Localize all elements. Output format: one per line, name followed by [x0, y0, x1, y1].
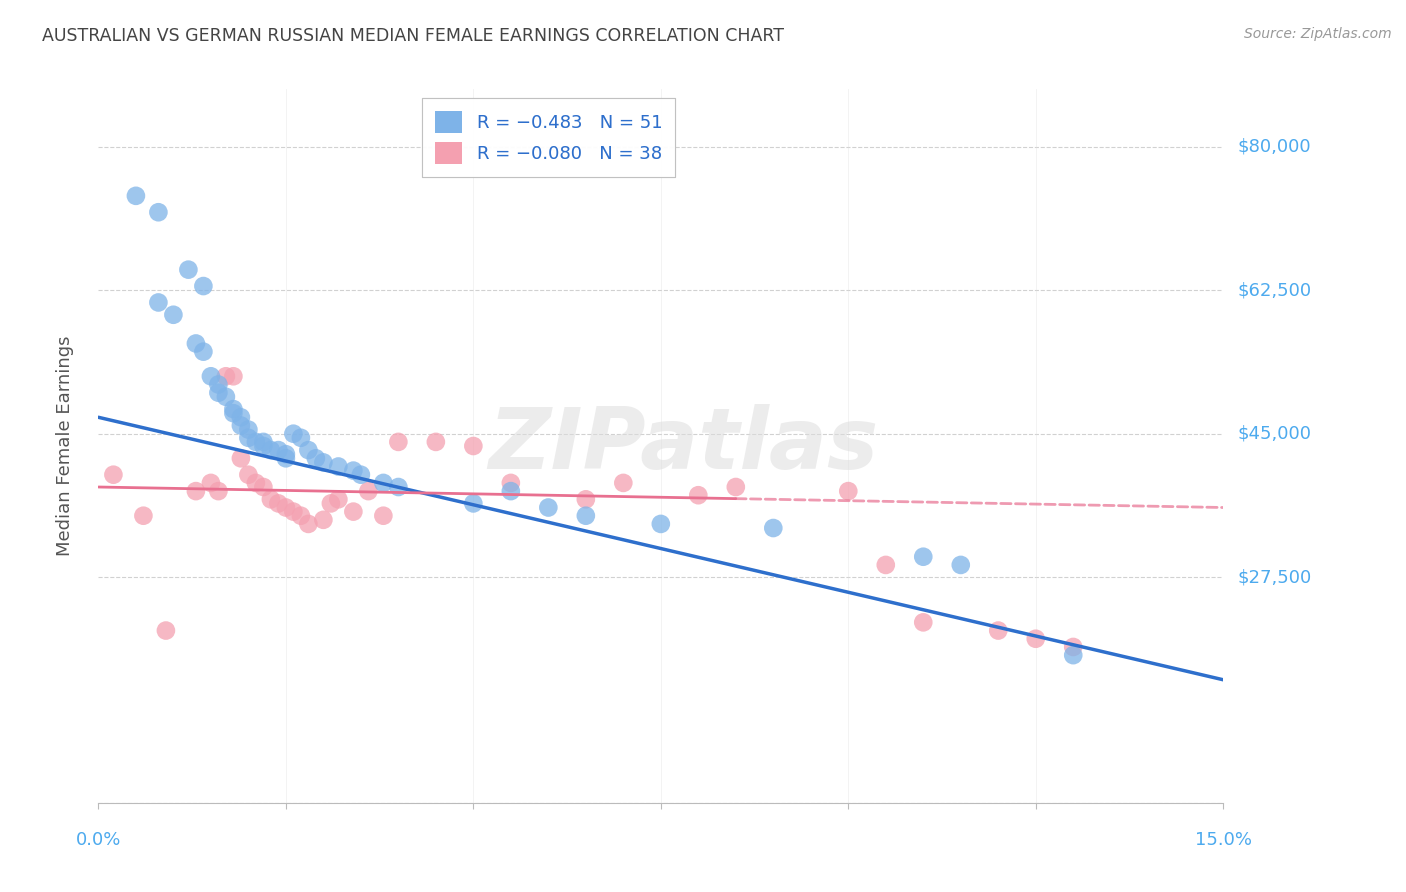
Text: $45,000: $45,000 [1237, 425, 1312, 442]
Point [274, 447, 297, 461]
Point [184, 484, 207, 499]
Point [312, 513, 335, 527]
Point [575, 492, 598, 507]
Point [350, 467, 373, 482]
Point [290, 431, 312, 445]
Point [207, 484, 229, 499]
Point [373, 508, 395, 523]
Point [342, 505, 364, 519]
Point [222, 402, 245, 417]
Point [103, 467, 125, 482]
Y-axis label: Median Female Earnings: Median Female Earnings [56, 335, 75, 557]
Point [267, 496, 290, 510]
Point [319, 496, 342, 510]
Point [252, 439, 274, 453]
Point [252, 434, 274, 449]
Point [463, 496, 485, 510]
Point [650, 516, 672, 531]
Point [912, 615, 935, 630]
Point [260, 443, 283, 458]
Text: $27,500: $27,500 [1237, 568, 1312, 586]
Point [267, 443, 290, 458]
Point [148, 205, 170, 219]
Point [1062, 640, 1084, 654]
Point [297, 516, 319, 531]
Point [229, 451, 252, 466]
Point [425, 434, 447, 449]
Point [245, 475, 267, 490]
Text: Source: ZipAtlas.com: Source: ZipAtlas.com [1244, 27, 1392, 41]
Point [499, 484, 522, 499]
Point [724, 480, 747, 494]
Point [222, 369, 245, 384]
Point [274, 451, 297, 466]
Point [193, 279, 215, 293]
Point [215, 369, 238, 384]
Point [274, 500, 297, 515]
Point [537, 500, 560, 515]
Text: 0.0%: 0.0% [76, 831, 121, 849]
Point [912, 549, 935, 564]
Text: $62,500: $62,500 [1237, 281, 1312, 299]
Text: ZIPatlas: ZIPatlas [488, 404, 879, 488]
Point [283, 505, 305, 519]
Point [612, 475, 634, 490]
Point [283, 426, 305, 441]
Point [238, 431, 260, 445]
Point [207, 385, 229, 400]
Point [987, 624, 1010, 638]
Point [837, 484, 859, 499]
Point [125, 189, 148, 203]
Point [875, 558, 897, 572]
Point [229, 410, 252, 425]
Point [238, 467, 260, 482]
Point [222, 406, 245, 420]
Point [162, 308, 184, 322]
Point [949, 558, 972, 572]
Point [575, 508, 598, 523]
Point [229, 418, 252, 433]
Point [342, 464, 364, 478]
Point [290, 508, 312, 523]
Point [387, 480, 409, 494]
Point [762, 521, 785, 535]
Point [184, 336, 207, 351]
Point [215, 390, 238, 404]
Text: 15.0%: 15.0% [1195, 831, 1251, 849]
Point [260, 492, 283, 507]
Point [387, 434, 409, 449]
Point [245, 434, 267, 449]
Point [1025, 632, 1047, 646]
Legend: R = −0.483   N = 51, R = −0.080   N = 38: R = −0.483 N = 51, R = −0.080 N = 38 [422, 98, 675, 177]
Text: AUSTRALIAN VS GERMAN RUSSIAN MEDIAN FEMALE EARNINGS CORRELATION CHART: AUSTRALIAN VS GERMAN RUSSIAN MEDIAN FEMA… [42, 27, 785, 45]
Point [207, 377, 229, 392]
Point [297, 443, 319, 458]
Point [200, 475, 222, 490]
Point [177, 262, 200, 277]
Point [463, 439, 485, 453]
Point [1062, 648, 1084, 662]
Point [305, 451, 328, 466]
Point [328, 492, 350, 507]
Point [357, 484, 380, 499]
Point [688, 488, 710, 502]
Point [193, 344, 215, 359]
Point [328, 459, 350, 474]
Point [499, 475, 522, 490]
Point [373, 475, 395, 490]
Point [200, 369, 222, 384]
Point [238, 423, 260, 437]
Point [252, 480, 274, 494]
Point [148, 295, 170, 310]
Point [132, 508, 155, 523]
Text: $80,000: $80,000 [1237, 137, 1310, 155]
Point [312, 455, 335, 469]
Point [155, 624, 177, 638]
